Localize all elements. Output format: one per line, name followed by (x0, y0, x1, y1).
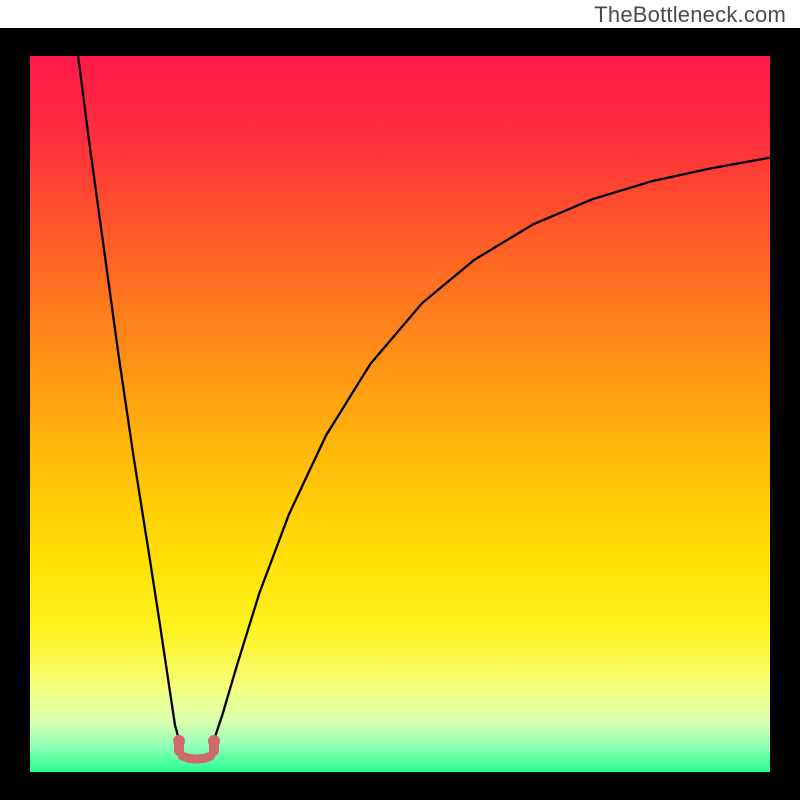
bottleneck-curve (30, 56, 770, 772)
watermark-text: TheBottleneck.com (594, 2, 786, 28)
chart-frame: TheBottleneck.com (0, 0, 800, 800)
plot-border-top (0, 28, 800, 56)
trough-bar-left (174, 741, 184, 756)
trough-bar-right (209, 741, 219, 756)
plot-border-bottom (0, 772, 800, 800)
plot-border-left (0, 28, 30, 800)
plot-area (30, 56, 770, 772)
plot-border-right (770, 28, 800, 800)
